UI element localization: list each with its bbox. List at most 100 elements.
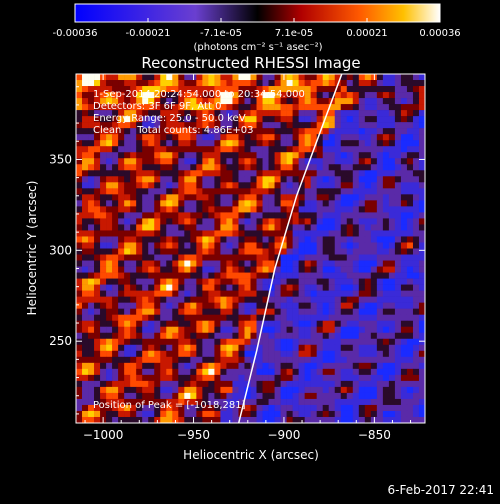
heatmap-cell [118, 86, 125, 93]
heatmap-cell [202, 206, 209, 213]
heatmap-cell [310, 344, 317, 352]
heatmap-cell [220, 164, 227, 171]
heatmap-cell [292, 134, 299, 141]
heatmap-cell [352, 350, 360, 358]
heatmap-cell [382, 308, 390, 315]
heatmap-cell [172, 350, 179, 358]
heatmap-cell [148, 242, 155, 249]
heatmap-cell [406, 200, 414, 207]
heatmap-cell [328, 380, 336, 388]
heatmap-cell [238, 146, 245, 153]
heatmap-cell [184, 398, 191, 406]
heatmap-cell [208, 296, 215, 303]
heatmap-cell [358, 266, 366, 273]
heatmap-cell [376, 92, 384, 99]
heatmap-cell [298, 344, 305, 352]
heatmap-cell [232, 134, 239, 141]
heatmap-cell [388, 368, 396, 376]
heatmap-cell [160, 146, 167, 153]
heatmap-cell [418, 356, 425, 364]
heatmap-cell [340, 218, 348, 225]
heatmap-cell [346, 242, 354, 249]
heatmap-cell [400, 374, 408, 382]
heatmap-cell [268, 74, 275, 81]
heatmap-cell [226, 116, 233, 123]
heatmap-cell [358, 140, 366, 147]
heatmap-cell [268, 404, 275, 412]
heatmap-cell [142, 140, 149, 147]
heatmap-cell [376, 320, 384, 328]
heatmap-cell [142, 212, 149, 219]
heatmap-cell [124, 176, 131, 183]
heatmap-cell [88, 176, 95, 183]
heatmap-cell [256, 344, 263, 352]
heatmap-cell [118, 92, 125, 99]
heatmap-cell [250, 80, 257, 87]
heatmap-cell [304, 152, 311, 159]
heatmap-cell [76, 272, 83, 279]
heatmap-cell [370, 140, 378, 147]
heatmap-cell [220, 98, 227, 105]
heatmap-cell [322, 206, 330, 213]
heatmap-cell [88, 104, 95, 111]
heatmap-cell [370, 236, 378, 243]
heatmap-cell [82, 272, 89, 279]
heatmap-cell [286, 410, 293, 418]
heatmap-cell [412, 356, 420, 364]
heatmap-cell [166, 200, 173, 207]
heatmap-cell [376, 182, 384, 189]
heatmap-cell [334, 338, 342, 346]
heatmap-cell [304, 200, 311, 207]
heatmap-cell [106, 134, 113, 141]
heatmap-cell [310, 332, 317, 340]
heatmap-cell [112, 110, 119, 117]
heatmap-cell [118, 272, 125, 279]
heatmap-cell [346, 404, 354, 412]
heatmap-cell [286, 188, 293, 195]
heatmap-cell [280, 140, 287, 147]
heatmap-cell [304, 242, 311, 249]
heatmap-cell [118, 356, 125, 364]
heatmap-cell [166, 398, 173, 406]
heatmap-cell [214, 188, 221, 195]
heatmap-cell [310, 212, 317, 219]
heatmap-cell [112, 302, 119, 309]
heatmap-cell [382, 158, 390, 165]
heatmap-cell [178, 392, 185, 400]
heatmap-cell [178, 242, 185, 249]
heatmap-cell [328, 404, 336, 412]
heatmap-cell [166, 272, 173, 279]
heatmap-cell [244, 134, 251, 141]
heatmap-cell [214, 284, 221, 291]
heatmap-cell [262, 362, 269, 370]
heatmap-cell [238, 224, 245, 231]
heatmap-cell [418, 182, 425, 189]
heatmap-cell [148, 248, 155, 255]
heatmap-cell [394, 302, 402, 309]
heatmap-cell [382, 212, 390, 219]
heatmap-cell [382, 332, 390, 340]
heatmap-cell [172, 116, 179, 123]
heatmap-cell [406, 140, 414, 147]
heatmap-cell [184, 350, 191, 358]
heatmap-cell [268, 212, 275, 219]
heatmap-cell [154, 110, 161, 117]
heatmap-cell [196, 128, 203, 135]
heatmap-cell [304, 410, 311, 418]
heatmap-cell [148, 332, 155, 340]
heatmap-cell [322, 164, 330, 171]
heatmap-cell [292, 158, 299, 165]
heatmap-cell [412, 224, 420, 231]
heatmap-cell [208, 386, 215, 394]
heatmap-cell [352, 356, 360, 364]
heatmap-cell [94, 260, 101, 267]
heatmap-cell [250, 308, 257, 315]
heatmap-cell [310, 200, 317, 207]
heatmap-cell [208, 104, 215, 111]
heatmap-cell [352, 98, 360, 105]
heatmap-cell [112, 410, 119, 418]
heatmap-cell [82, 188, 89, 195]
heatmap-cell [334, 332, 342, 340]
heatmap-cell [94, 74, 101, 81]
heatmap-cell [418, 296, 425, 303]
